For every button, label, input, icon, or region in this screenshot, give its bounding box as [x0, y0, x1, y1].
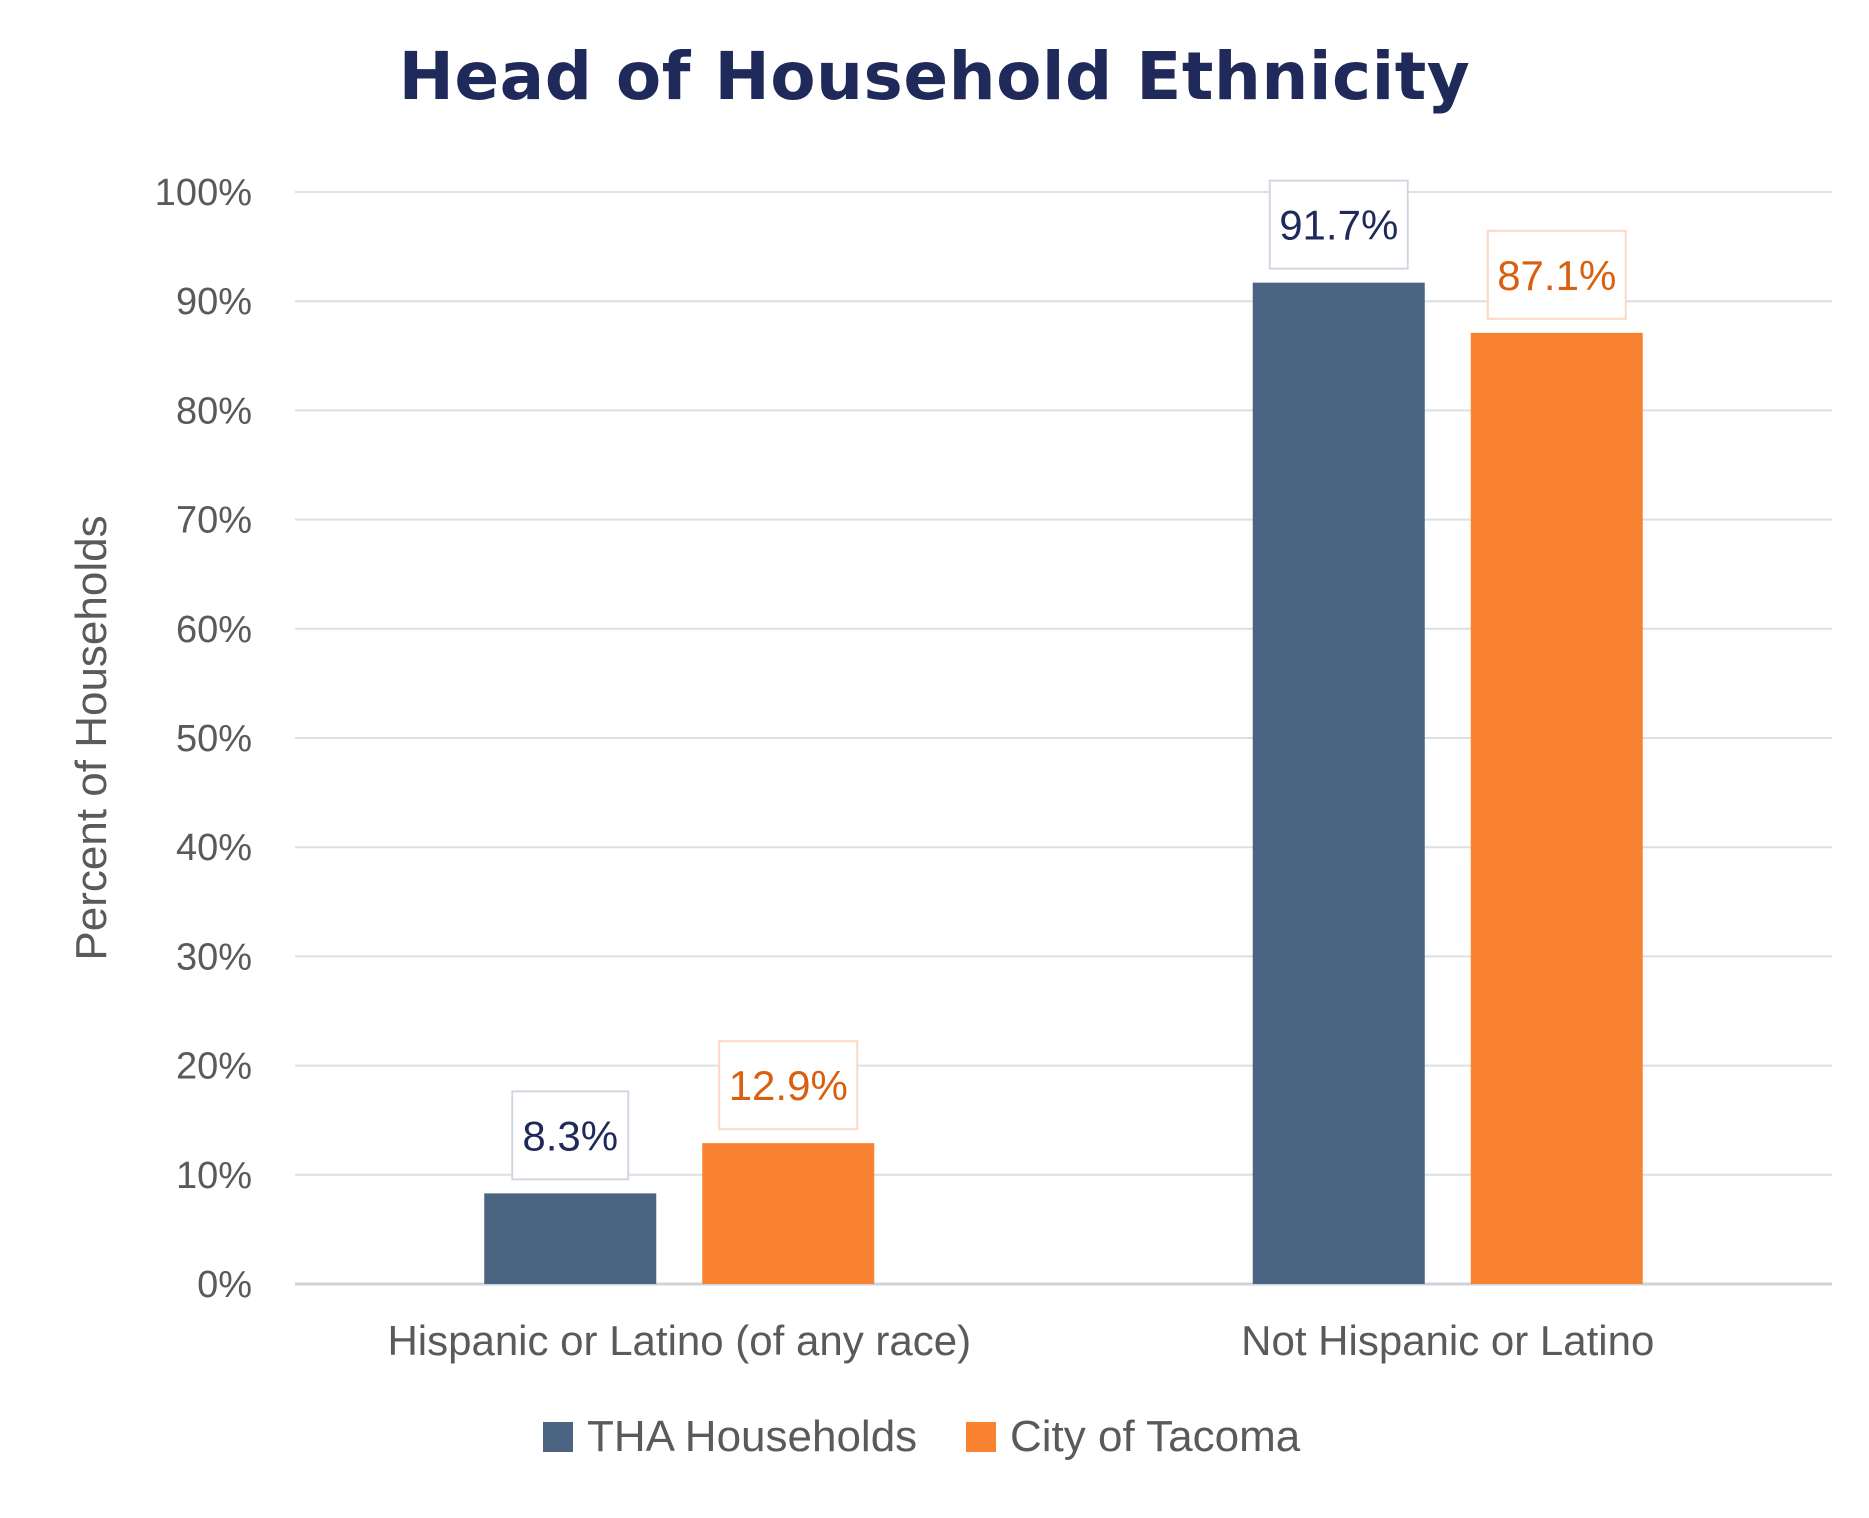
y-tick-label: 30% — [176, 936, 252, 978]
bar — [1252, 282, 1425, 1284]
y-tick-label: 100% — [155, 172, 252, 214]
x-category-label: Hispanic or Latino (of any race) — [387, 1317, 971, 1364]
y-tick-label: 70% — [176, 500, 252, 542]
data-label: 91.7% — [1279, 202, 1398, 249]
legend-swatch — [543, 1422, 573, 1452]
y-axis-title: Percent of Households — [67, 515, 116, 960]
data-label-box — [511, 1090, 630, 1181]
data-label-box — [1268, 179, 1409, 270]
legend-label: THA Households — [587, 1412, 917, 1461]
bar — [1470, 332, 1643, 1284]
y-tick-label: 0% — [197, 1264, 252, 1306]
y-tick-label: 20% — [176, 1046, 252, 1088]
y-tick-label: 10% — [176, 1155, 252, 1197]
legend-label: City of Tacoma — [1010, 1412, 1301, 1461]
chart-title: Head of Household Ethnicity — [398, 38, 1471, 115]
bar — [702, 1143, 875, 1284]
data-label: 8.3% — [522, 1112, 618, 1159]
legend-swatch — [966, 1422, 996, 1452]
x-category-label: Not Hispanic or Latino — [1241, 1317, 1654, 1364]
y-tick-label: 50% — [176, 718, 252, 760]
data-label: 87.1% — [1497, 252, 1616, 299]
y-tick-label: 60% — [176, 609, 252, 651]
y-tick-label: 80% — [176, 390, 252, 432]
y-tick-label: 40% — [176, 827, 252, 869]
data-label: 12.9% — [729, 1062, 848, 1109]
data-label-box — [1486, 229, 1627, 320]
y-tick-label: 90% — [176, 281, 252, 323]
data-label-box — [718, 1040, 859, 1131]
bar — [484, 1193, 657, 1284]
